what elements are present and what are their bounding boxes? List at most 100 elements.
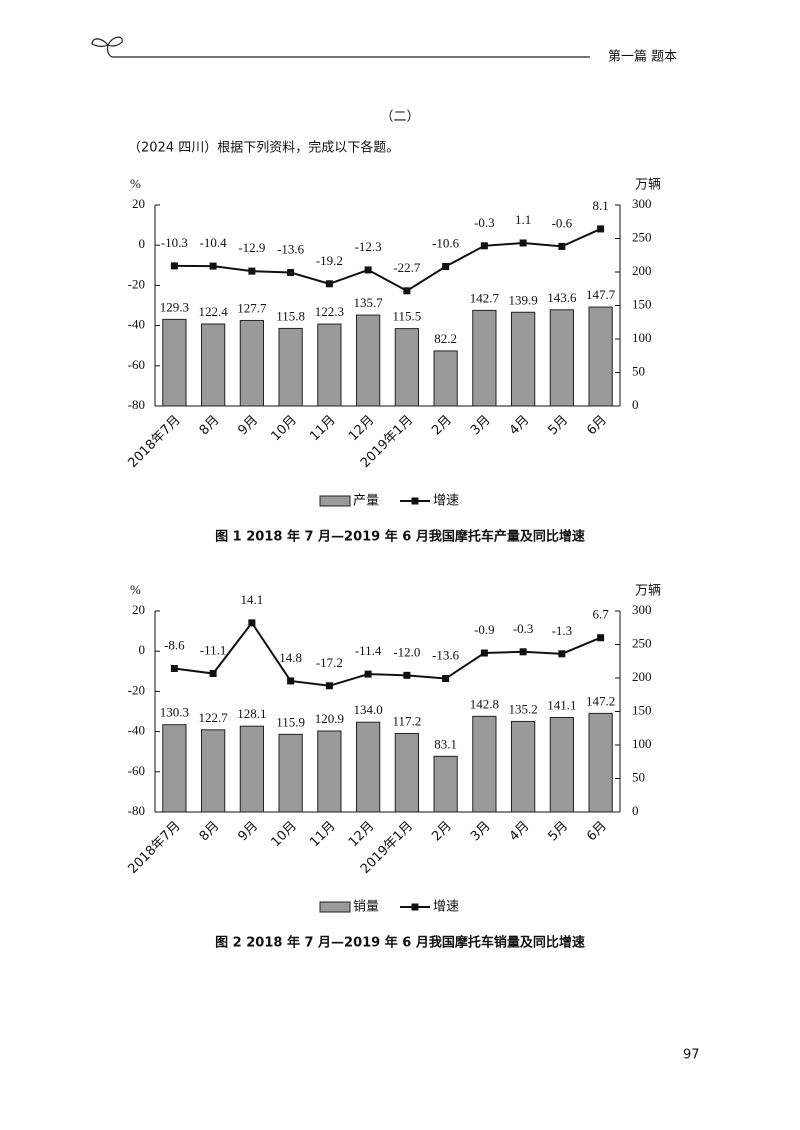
- bar: [549, 309, 574, 407]
- y-tick-label: -80: [128, 397, 145, 412]
- bar-value-label: 135.7: [354, 295, 384, 310]
- y2-tick-label: 300: [632, 196, 652, 211]
- bar-value-label: 128.1: [237, 706, 266, 721]
- bar-value-label: 122.4: [199, 304, 229, 319]
- line-marker: [442, 675, 450, 683]
- legend-label: 增速: [433, 900, 459, 915]
- y2-tick-label: 200: [632, 263, 652, 278]
- bar: [317, 730, 342, 813]
- x-tick-label: 3月: [468, 413, 494, 439]
- line-marker: [558, 650, 566, 658]
- line-marker: [403, 671, 411, 679]
- y-tick-label: -20: [128, 682, 145, 697]
- line-marker: [248, 619, 256, 627]
- line-value-label: 14.1: [241, 592, 264, 607]
- y-tick-label: -20: [128, 276, 145, 291]
- line-value-label: -13.6: [432, 648, 460, 663]
- bar-value-label: 83.1: [434, 736, 457, 751]
- bar: [433, 755, 458, 813]
- bar-value-label: 117.2: [392, 713, 421, 728]
- y2-axis-label: 万辆: [635, 178, 661, 193]
- y2-axis-label: 万辆: [635, 584, 661, 599]
- y-tick-label: 20: [132, 602, 145, 617]
- y-tick-label: 0: [139, 642, 146, 657]
- line-value-label: -1.3: [552, 623, 573, 638]
- x-tick-label: 11月: [307, 819, 338, 850]
- y2-tick-label: 0: [632, 803, 639, 818]
- leaf-icon: [91, 36, 590, 58]
- bar-value-label: 143.6: [547, 290, 577, 305]
- y2-tick-label: 100: [632, 736, 652, 751]
- y-tick-label: 0: [139, 236, 146, 251]
- y2-tick-label: 150: [632, 702, 652, 717]
- y-tick-label: -60: [128, 357, 145, 372]
- x-tick-label: 2月: [429, 413, 455, 439]
- line-value-label: -11.1: [200, 642, 227, 657]
- legend-swatch: [319, 901, 351, 913]
- bar-value-label: 122.7: [199, 710, 229, 725]
- bar-value-label: 82.2: [434, 331, 457, 346]
- x-tick-label: 12月: [346, 413, 377, 444]
- x-tick-label: 8月: [197, 413, 223, 439]
- legend-label: 产量: [353, 494, 379, 509]
- x-tick-label: 6月: [584, 413, 610, 439]
- line-marker: [403, 287, 411, 295]
- x-tick-label: 4月: [507, 413, 533, 439]
- bar-value-label: 120.9: [315, 711, 344, 726]
- page-number: 97: [683, 1048, 700, 1063]
- header-title: 第一篇 题本: [608, 50, 677, 65]
- x-tick-label: 9月: [236, 819, 262, 845]
- bar-value-label: 139.9: [509, 292, 538, 307]
- legend-marker: [411, 497, 419, 505]
- y2-tick-label: 300: [632, 602, 652, 617]
- x-tick-label: 8月: [197, 819, 223, 845]
- bar: [511, 311, 536, 407]
- bar: [201, 729, 226, 813]
- line-value-label: -0.3: [474, 215, 495, 230]
- line-value-label: 8.1: [593, 198, 609, 213]
- line-marker: [364, 670, 372, 678]
- line-value-label: -10.4: [200, 235, 228, 250]
- line-value-label: -0.9: [474, 622, 495, 637]
- y2-tick-label: 250: [632, 635, 652, 650]
- line-marker: [519, 648, 527, 656]
- chart-caption: 图 1 2018 年 7 月—2019 年 6 月我国摩托车产量及同比增速: [215, 529, 585, 545]
- bar: [239, 725, 264, 813]
- line-marker: [480, 649, 488, 657]
- x-tick-label: 3月: [468, 819, 494, 845]
- line-marker: [170, 262, 178, 270]
- bar-value-label: 134.0: [354, 702, 383, 717]
- section-label: （二）: [380, 110, 419, 125]
- line-marker: [248, 267, 256, 275]
- bar: [394, 328, 419, 407]
- x-tick-label: 2月: [429, 819, 455, 845]
- bar-value-label: 142.7: [470, 290, 500, 305]
- bar: [356, 314, 381, 407]
- line-marker: [209, 670, 217, 678]
- bar: [588, 712, 613, 813]
- line-marker: [287, 677, 295, 685]
- bar: [239, 319, 264, 407]
- y-axis-label: %: [130, 176, 141, 191]
- y-tick-label: -40: [128, 317, 145, 332]
- bar: [588, 306, 613, 407]
- y-axis-label: %: [130, 582, 141, 597]
- bar-value-label: 130.3: [160, 705, 189, 720]
- line-value-label: -8.6: [164, 637, 185, 652]
- line-marker: [170, 664, 178, 672]
- line: [174, 228, 602, 292]
- bar: [317, 323, 342, 407]
- line-value-label: -0.3: [513, 621, 534, 636]
- y2-tick-label: 200: [632, 669, 652, 684]
- x-tick-label: 5月: [546, 819, 572, 845]
- bar: [433, 350, 458, 407]
- bar-value-label: 127.7: [237, 300, 267, 315]
- y2-tick-label: 50: [632, 769, 645, 784]
- bar: [162, 318, 187, 407]
- line-marker: [480, 242, 488, 250]
- legend-swatch: [319, 495, 351, 507]
- bar: [278, 733, 303, 813]
- line-marker: [209, 262, 217, 270]
- line-marker: [287, 269, 295, 277]
